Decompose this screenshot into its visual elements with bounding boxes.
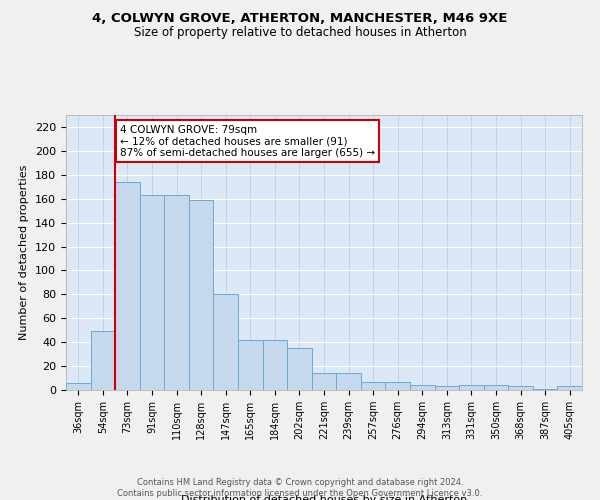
Bar: [238, 340, 263, 390]
Bar: [484, 385, 508, 390]
Text: Size of property relative to detached houses in Atherton: Size of property relative to detached ho…: [134, 26, 466, 39]
Bar: [434, 386, 459, 390]
Bar: [91, 332, 115, 390]
Bar: [66, 383, 91, 390]
Text: 4 COLWYN GROVE: 79sqm
← 12% of detached houses are smaller (91)
87% of semi-deta: 4 COLWYN GROVE: 79sqm ← 12% of detached …: [120, 124, 375, 158]
Bar: [312, 374, 336, 390]
Bar: [533, 389, 557, 390]
Bar: [336, 374, 361, 390]
Text: 4, COLWYN GROVE, ATHERTON, MANCHESTER, M46 9XE: 4, COLWYN GROVE, ATHERTON, MANCHESTER, M…: [92, 12, 508, 26]
Bar: [164, 195, 189, 390]
Bar: [189, 200, 214, 390]
Bar: [557, 386, 582, 390]
Text: Contains HM Land Registry data © Crown copyright and database right 2024.
Contai: Contains HM Land Registry data © Crown c…: [118, 478, 482, 498]
Bar: [115, 182, 140, 390]
Bar: [361, 382, 385, 390]
Bar: [214, 294, 238, 390]
Bar: [459, 385, 484, 390]
Bar: [263, 340, 287, 390]
Bar: [508, 386, 533, 390]
Bar: [287, 348, 312, 390]
X-axis label: Distribution of detached houses by size in Atherton: Distribution of detached houses by size …: [181, 495, 467, 500]
Y-axis label: Number of detached properties: Number of detached properties: [19, 165, 29, 340]
Bar: [385, 382, 410, 390]
Bar: [410, 385, 434, 390]
Bar: [140, 195, 164, 390]
